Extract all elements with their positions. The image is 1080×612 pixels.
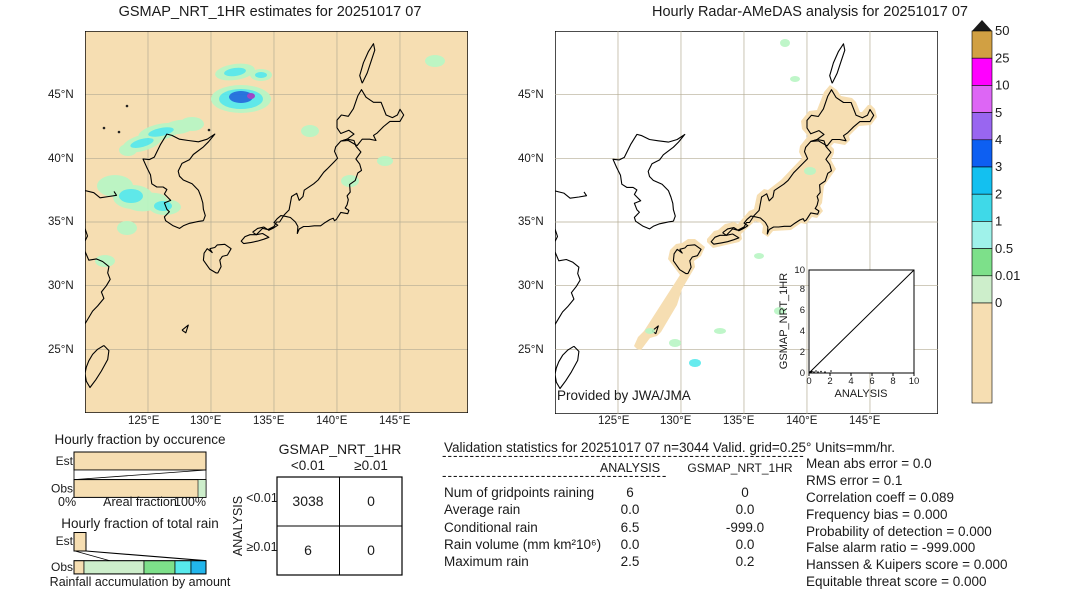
svg-text:Probability of detection = 0.: Probability of detection = 0.000 [806,524,992,539]
svg-text:<0.01: <0.01 [246,491,278,505]
svg-text:2.5: 2.5 [621,554,640,569]
svg-text:≥0.01: ≥0.01 [246,540,277,554]
svg-text:2: 2 [800,347,805,358]
svg-text:0.0: 0.0 [736,537,755,552]
svg-text:3038: 3038 [292,493,323,509]
svg-text:0: 0 [806,376,811,387]
svg-text:Frequency bias = 0.000: Frequency bias = 0.000 [806,507,947,522]
svg-text:10: 10 [995,78,1009,93]
svg-text:10: 10 [909,376,920,387]
svg-text:Conditional rain: Conditional rain [444,520,538,535]
svg-text:Num of gridpoints raining: Num of gridpoints raining [444,485,594,500]
svg-text:0.2: 0.2 [736,554,755,569]
svg-text:Mean abs error = 0.0: Mean abs error = 0.0 [806,456,932,471]
svg-text:Hourly fraction by occurence: Hourly fraction by occurence [54,432,225,447]
svg-text:RMS error = 0.1: RMS error = 0.1 [806,473,902,488]
svg-text:<0.01: <0.01 [291,458,325,473]
svg-text:0: 0 [800,368,805,379]
svg-text:0%: 0% [58,495,76,509]
svg-text:------------------------------: ----------------------------------------… [442,468,667,483]
svg-text:Hourly fraction of total rain: Hourly fraction of total rain [61,516,219,531]
svg-text:0.01: 0.01 [995,268,1020,283]
svg-text:100%: 100% [174,495,206,509]
svg-text:6.5: 6.5 [621,520,640,535]
svg-text:≥0.01: ≥0.01 [354,458,388,473]
svg-text:0.0: 0.0 [621,537,640,552]
svg-text:2: 2 [995,186,1002,201]
svg-text:Provided by JWA/JMA: Provided by JWA/JMA [557,388,691,403]
svg-text:Equitable threat score = 0.00: Equitable threat score = 0.000 [806,574,987,589]
svg-text:6: 6 [304,542,312,558]
svg-text:GSMAP_NRT_1HR: GSMAP_NRT_1HR [778,273,790,369]
svg-text:0: 0 [741,485,749,500]
svg-text:False alarm ratio = -999.000: False alarm ratio = -999.000 [806,540,975,555]
svg-text:6: 6 [626,485,634,500]
svg-text:Est: Est [56,534,74,548]
svg-text:6: 6 [869,376,874,387]
svg-text:2: 2 [827,376,832,387]
svg-text:8: 8 [800,284,805,295]
svg-text:50: 50 [995,23,1009,38]
svg-text:0.0: 0.0 [621,502,640,517]
svg-text:Obs: Obs [51,482,73,496]
svg-text:0.0: 0.0 [736,502,755,517]
svg-text:4: 4 [848,376,853,387]
svg-text:GSMAP_NRT_1HR: GSMAP_NRT_1HR [687,461,792,475]
svg-text:Obs: Obs [51,560,73,574]
svg-text:GSMAP_NRT_1HR: GSMAP_NRT_1HR [279,441,402,457]
svg-text:0.5: 0.5 [995,241,1013,256]
svg-text:-999.0: -999.0 [726,520,764,535]
svg-text:Areal fraction: Areal fraction [103,495,177,509]
svg-text:0: 0 [995,295,1002,310]
svg-text:10: 10 [794,265,805,276]
svg-text:0: 0 [367,493,375,509]
svg-text:25: 25 [995,51,1009,66]
svg-text:ANALYSIS: ANALYSIS [835,388,888,400]
svg-text:Maximum rain: Maximum rain [444,554,529,569]
svg-text:8: 8 [890,376,895,387]
svg-text:0: 0 [367,542,375,558]
svg-text:4: 4 [995,132,1002,147]
svg-text:Est: Est [56,454,74,468]
svg-text:Correlation coeff = 0.089: Correlation coeff = 0.089 [806,490,954,505]
svg-text:Rain volume (mm km²10⁶): Rain volume (mm km²10⁶) [444,537,601,552]
svg-text:6: 6 [800,305,805,316]
svg-text:1: 1 [995,214,1002,229]
svg-text:Hanssen & Kuipers score = 0.0: Hanssen & Kuipers score = 0.000 [806,557,1008,572]
svg-text:Rainfall accumulation by amoun: Rainfall accumulation by amount [50,575,231,589]
svg-text:3: 3 [995,159,1002,174]
svg-text:ANALYSIS: ANALYSIS [231,496,245,556]
svg-text:5: 5 [995,105,1002,120]
svg-text:Average rain: Average rain [444,502,520,517]
svg-text:4: 4 [800,326,805,337]
